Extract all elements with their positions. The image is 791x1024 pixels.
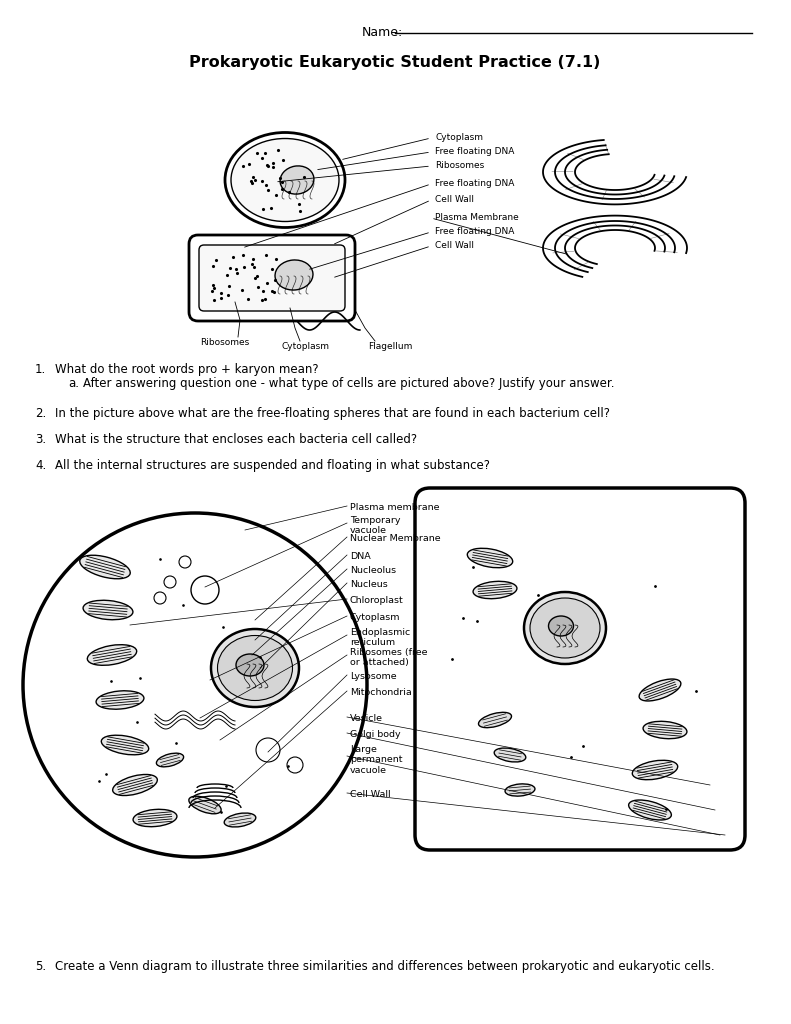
- Ellipse shape: [87, 645, 137, 666]
- Circle shape: [164, 575, 176, 588]
- Ellipse shape: [83, 600, 133, 620]
- Text: In the picture above what are the free-floating spheres that are found in each b: In the picture above what are the free-f…: [55, 407, 610, 420]
- Text: 4.: 4.: [35, 459, 46, 472]
- Text: Ribosomes (free
or attached): Ribosomes (free or attached): [350, 648, 427, 668]
- Ellipse shape: [530, 598, 600, 658]
- Text: Cell Wall: Cell Wall: [350, 790, 391, 799]
- Text: Name:: Name:: [362, 27, 403, 40]
- Ellipse shape: [80, 555, 131, 579]
- Text: Lysosome: Lysosome: [350, 672, 396, 681]
- Text: 5.: 5.: [35, 961, 46, 973]
- Text: DNA: DNA: [350, 552, 371, 561]
- Text: Plasma Membrane: Plasma Membrane: [435, 213, 519, 222]
- Text: Nucleus: Nucleus: [350, 580, 388, 589]
- Ellipse shape: [632, 760, 678, 779]
- Text: Golgi body: Golgi body: [350, 730, 400, 739]
- Ellipse shape: [524, 592, 606, 664]
- Circle shape: [256, 738, 280, 762]
- Ellipse shape: [225, 132, 345, 227]
- Ellipse shape: [280, 166, 314, 195]
- Text: Nuclear Membrane: Nuclear Membrane: [350, 534, 441, 543]
- Circle shape: [191, 575, 219, 604]
- Text: 3.: 3.: [35, 433, 46, 446]
- Ellipse shape: [639, 679, 681, 701]
- Ellipse shape: [629, 800, 672, 820]
- Text: All the internal structures are suspended and floating in what substance?: All the internal structures are suspende…: [55, 459, 490, 472]
- Ellipse shape: [189, 797, 221, 814]
- Text: 1.: 1.: [35, 362, 46, 376]
- FancyBboxPatch shape: [189, 234, 355, 321]
- Ellipse shape: [101, 735, 149, 755]
- Text: Chloroplast: Chloroplast: [350, 596, 403, 605]
- Circle shape: [287, 757, 303, 773]
- Ellipse shape: [473, 582, 517, 599]
- Circle shape: [154, 592, 166, 604]
- Ellipse shape: [548, 616, 573, 636]
- Ellipse shape: [505, 784, 535, 796]
- Ellipse shape: [231, 138, 339, 221]
- Text: a.: a.: [68, 377, 79, 390]
- Text: Ribosomes: Ribosomes: [435, 162, 484, 171]
- Ellipse shape: [211, 629, 299, 707]
- Ellipse shape: [133, 809, 177, 826]
- Text: Plasma membrane: Plasma membrane: [350, 503, 440, 512]
- Text: Mitochondria: Mitochondria: [350, 688, 412, 697]
- Text: Free floating DNA: Free floating DNA: [435, 147, 514, 157]
- Text: What do the root words pro + karyon mean?: What do the root words pro + karyon mean…: [55, 362, 319, 376]
- Ellipse shape: [96, 691, 144, 710]
- Ellipse shape: [494, 748, 526, 762]
- Circle shape: [23, 513, 367, 857]
- Text: Cell Wall: Cell Wall: [435, 242, 474, 251]
- Ellipse shape: [275, 260, 313, 290]
- Ellipse shape: [224, 813, 255, 827]
- Text: Ribosomes: Ribosomes: [200, 338, 250, 347]
- FancyBboxPatch shape: [199, 245, 345, 311]
- Text: Create a Venn diagram to illustrate three similarities and differences between p: Create a Venn diagram to illustrate thre…: [55, 961, 714, 973]
- Text: Endoplasmic
reticulum: Endoplasmic reticulum: [350, 628, 411, 647]
- Ellipse shape: [218, 636, 293, 700]
- Text: Free floating DNA: Free floating DNA: [435, 179, 514, 188]
- Text: Cytoplasm: Cytoplasm: [435, 133, 483, 142]
- Text: Flagellum: Flagellum: [368, 342, 412, 351]
- Text: Nucleolus: Nucleolus: [350, 566, 396, 575]
- Text: Temporary
vacuole: Temporary vacuole: [350, 516, 400, 536]
- Text: 2.: 2.: [35, 407, 46, 420]
- Text: Vesicle: Vesicle: [350, 714, 383, 723]
- Ellipse shape: [643, 721, 687, 738]
- Text: Prokaryotic Eukaryotic Student Practice (7.1): Prokaryotic Eukaryotic Student Practice …: [189, 54, 600, 70]
- FancyBboxPatch shape: [415, 488, 745, 850]
- Circle shape: [179, 556, 191, 568]
- Text: After answering question one - what type of cells are pictured above? Justify yo: After answering question one - what type…: [83, 377, 615, 390]
- Ellipse shape: [479, 713, 512, 728]
- Ellipse shape: [112, 774, 157, 796]
- Text: Cytoplasm: Cytoplasm: [350, 613, 400, 622]
- Text: Cytoplasm: Cytoplasm: [281, 342, 329, 351]
- Text: What is the structure that encloses each bacteria cell called?: What is the structure that encloses each…: [55, 433, 417, 446]
- Text: Free floating DNA: Free floating DNA: [435, 227, 514, 237]
- Ellipse shape: [467, 548, 513, 567]
- Text: Large
permanent
vacuole: Large permanent vacuole: [350, 745, 403, 775]
- Ellipse shape: [157, 754, 184, 767]
- Text: Cell Wall: Cell Wall: [435, 196, 474, 205]
- Ellipse shape: [236, 654, 264, 676]
